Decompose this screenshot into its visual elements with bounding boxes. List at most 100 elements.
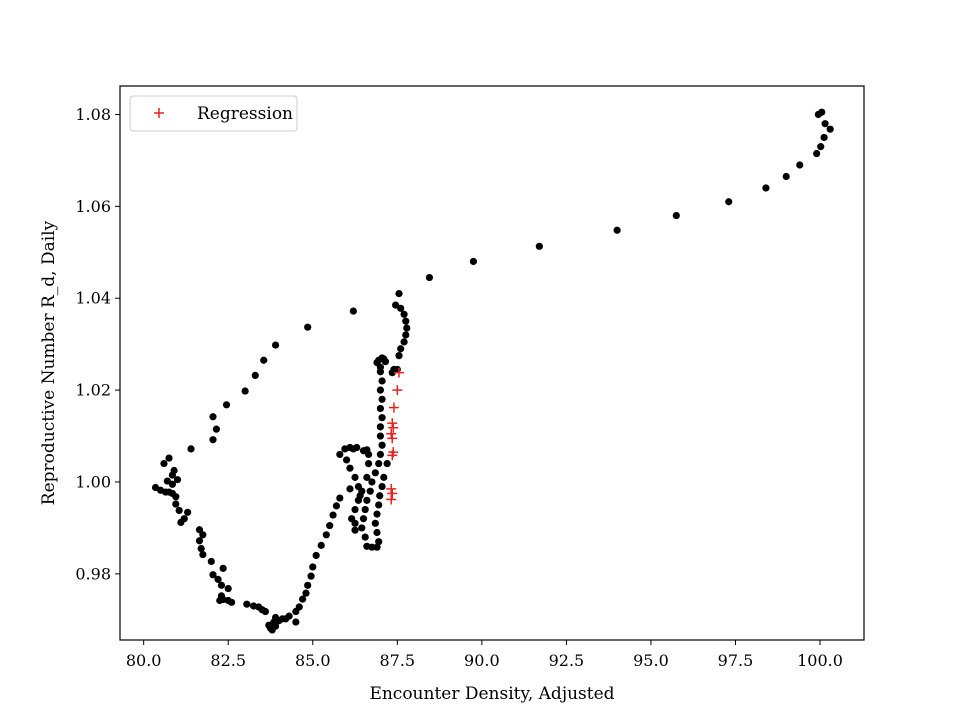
y-axis-ticks: 0.98 1.00 1.02 1.04 1.06 1.08 — [75, 105, 120, 583]
plot-frame — [119, 85, 865, 641]
data-point — [375, 460, 383, 468]
data-point — [403, 324, 411, 332]
data-point — [380, 473, 388, 481]
data-point — [402, 317, 410, 325]
data-point — [346, 485, 354, 493]
data-point — [351, 505, 359, 514]
legend-plus-marker — [154, 108, 164, 118]
regression-point — [386, 428, 397, 439]
data-point — [813, 149, 821, 158]
x-tick-label: 82.5 — [210, 651, 246, 670]
data-point — [383, 460, 391, 468]
data-point — [260, 356, 268, 364]
data-point — [376, 492, 384, 500]
data-point — [151, 483, 160, 492]
data-point — [826, 125, 834, 133]
data-point — [160, 460, 168, 468]
regression-point — [388, 402, 399, 413]
data-point — [376, 450, 384, 459]
data-point — [351, 519, 359, 527]
y-tick-label: 1.08 — [75, 105, 111, 124]
data-point — [376, 386, 384, 394]
x-tick-label: 92.5 — [549, 651, 585, 670]
data-point — [378, 395, 386, 403]
x-tick-label: 100.0 — [797, 651, 843, 670]
data-point — [187, 445, 195, 453]
regression-point — [387, 418, 398, 429]
data-point — [341, 445, 349, 453]
data-point — [376, 404, 384, 413]
regression-point — [394, 367, 404, 378]
data-point — [375, 501, 383, 509]
data-point — [216, 596, 224, 605]
data-point — [278, 615, 286, 623]
data-point — [195, 526, 204, 534]
regression-point — [387, 488, 398, 499]
data-point — [307, 572, 315, 580]
data-point — [322, 531, 330, 539]
data-point — [177, 518, 185, 527]
data-point — [165, 454, 173, 462]
x-tick-label: 80.0 — [126, 651, 162, 670]
legend-box — [129, 95, 298, 132]
y-tick-label: 1.04 — [75, 289, 111, 308]
data-point — [209, 571, 217, 579]
x-tick-label: 95.0 — [633, 651, 669, 670]
data-point — [224, 584, 232, 593]
data-point — [363, 496, 371, 504]
data-point — [209, 436, 217, 444]
data-point — [425, 273, 434, 282]
x-axis-label: Encounter Density, Adjusted — [369, 684, 614, 704]
data-point — [197, 544, 205, 553]
data-point — [397, 304, 405, 312]
data-point — [373, 510, 381, 518]
data-point — [820, 133, 828, 142]
data-point — [304, 323, 312, 331]
data-point — [249, 602, 258, 610]
data-point — [359, 447, 368, 455]
data-point — [361, 505, 369, 514]
y-axis-label: Reproductive Number R_d, Daily — [39, 220, 59, 505]
data-point — [368, 478, 376, 486]
data-point — [782, 172, 790, 181]
data-point — [265, 621, 273, 629]
data-point — [299, 595, 307, 603]
data-point — [395, 290, 403, 298]
regression-point — [387, 450, 398, 461]
data-point — [371, 519, 379, 527]
data-point — [302, 589, 310, 597]
x-tick-label: 90.0 — [464, 651, 500, 670]
data-point — [400, 310, 408, 318]
data-point — [243, 600, 251, 608]
regression-point — [386, 494, 397, 505]
data-point — [346, 464, 354, 472]
data-point — [175, 506, 183, 515]
data-point — [292, 607, 300, 616]
legend-label-regression: Regression — [197, 104, 293, 124]
data-point — [332, 502, 341, 510]
data-point — [378, 377, 386, 385]
data-point — [725, 198, 733, 206]
data-point — [209, 413, 217, 421]
data-point — [373, 543, 381, 551]
data-point — [329, 511, 337, 519]
data-point — [349, 307, 357, 315]
legend-marker-regression — [154, 108, 164, 118]
data-point — [309, 563, 317, 571]
data-point — [397, 345, 405, 353]
data-point — [292, 618, 300, 626]
data-point — [336, 494, 344, 502]
data-point — [535, 242, 543, 250]
data-point — [672, 211, 680, 220]
data-point — [359, 515, 368, 523]
regression-point — [386, 483, 397, 494]
x-tick-label: 87.5 — [379, 651, 415, 670]
regression-point — [392, 385, 403, 396]
data-point — [378, 482, 386, 491]
data-point — [326, 522, 334, 530]
data-point — [214, 575, 222, 583]
data-point — [361, 533, 369, 541]
data-point — [381, 358, 390, 366]
data-point — [184, 508, 192, 516]
data-point — [376, 423, 384, 431]
